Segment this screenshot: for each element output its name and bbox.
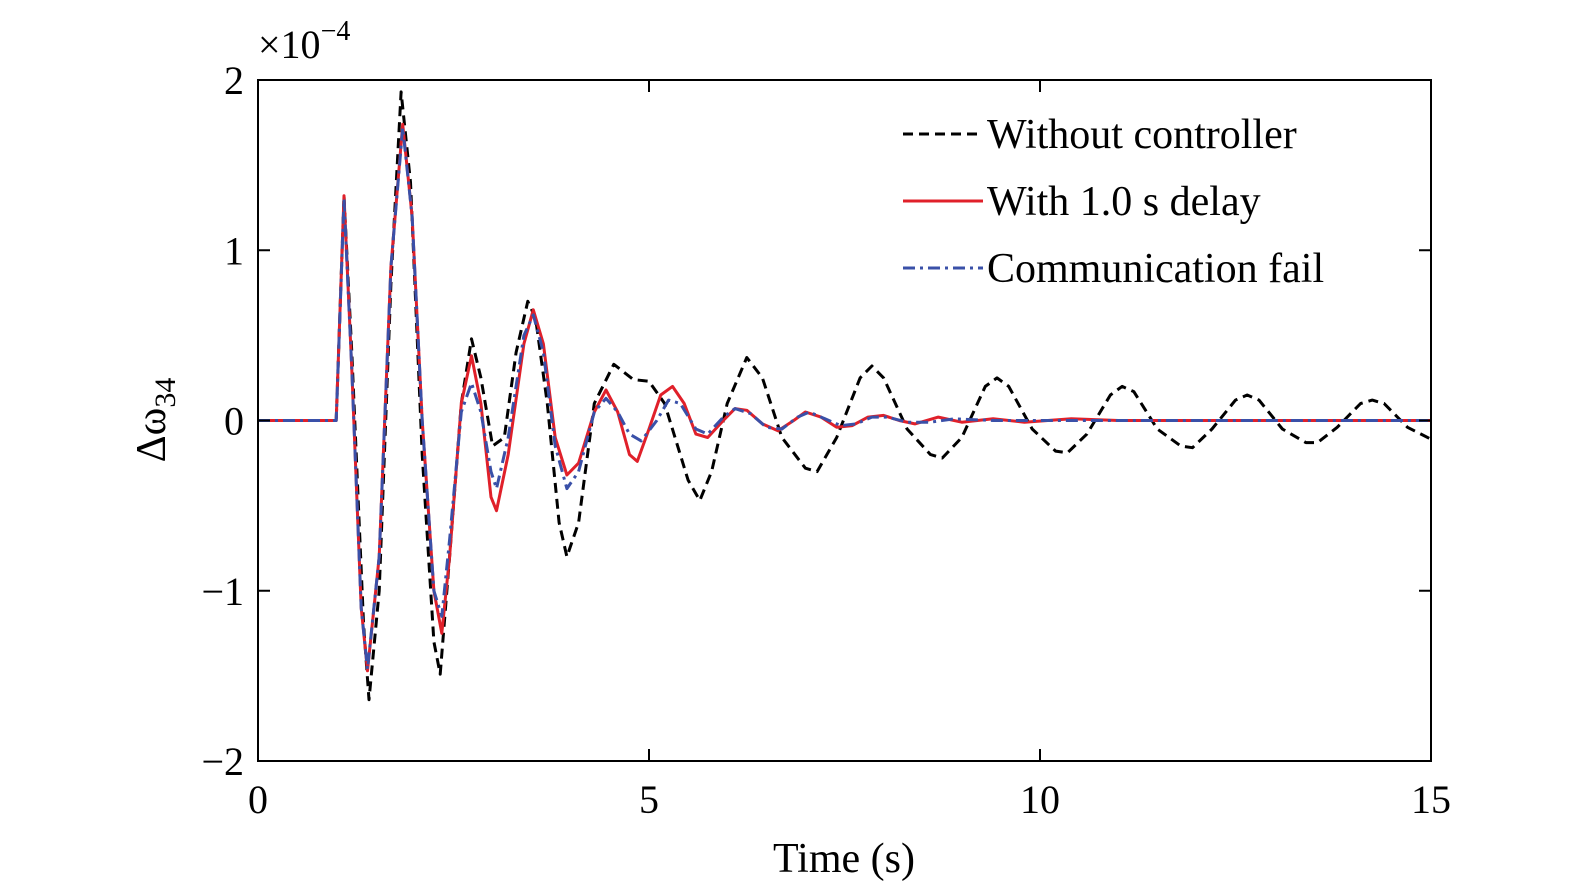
ticks-layer: 0 5 10 15 −2 −1 0 1 2 (201, 58, 1451, 822)
legend-label-2: Communication fail (987, 246, 1324, 292)
series-line-0 (258, 90, 1432, 702)
y-axis-exponent-power: −4 (321, 16, 351, 47)
x-tick-label-3: 15 (1411, 777, 1451, 822)
y-axis-title: Δω34 (129, 378, 182, 463)
y-tick-label-0: −2 (201, 739, 244, 784)
y-axis-exponent: ×10−4 (258, 16, 350, 67)
plot-area: 0 5 10 15 −2 −1 0 1 2 (201, 58, 1451, 822)
series-layer (258, 90, 1432, 702)
legend-label-1: With 1.0 s delay (987, 179, 1261, 225)
y-tick-label-3: 1 (224, 228, 244, 273)
x-axis-title: Time (s) (773, 836, 915, 882)
y-axis-title-main: Δω (129, 408, 175, 463)
y-tick-label-4: 2 (224, 58, 244, 103)
legend-label-0: Without controller (987, 112, 1297, 158)
y-axis-title-subscript: 34 (149, 378, 182, 408)
y-tick-label-2: 0 (224, 399, 244, 444)
y-tick-label-1: −1 (201, 569, 244, 614)
x-tick-label-0: 0 (248, 777, 268, 822)
y-axis-exponent-prefix: ×10 (258, 22, 321, 67)
x-tick-label-2: 10 (1020, 777, 1060, 822)
x-tick-label-1: 5 (639, 777, 659, 822)
legend: Without controller With 1.0 s delay Commun… (903, 112, 1324, 292)
series-line-2 (258, 126, 1431, 671)
